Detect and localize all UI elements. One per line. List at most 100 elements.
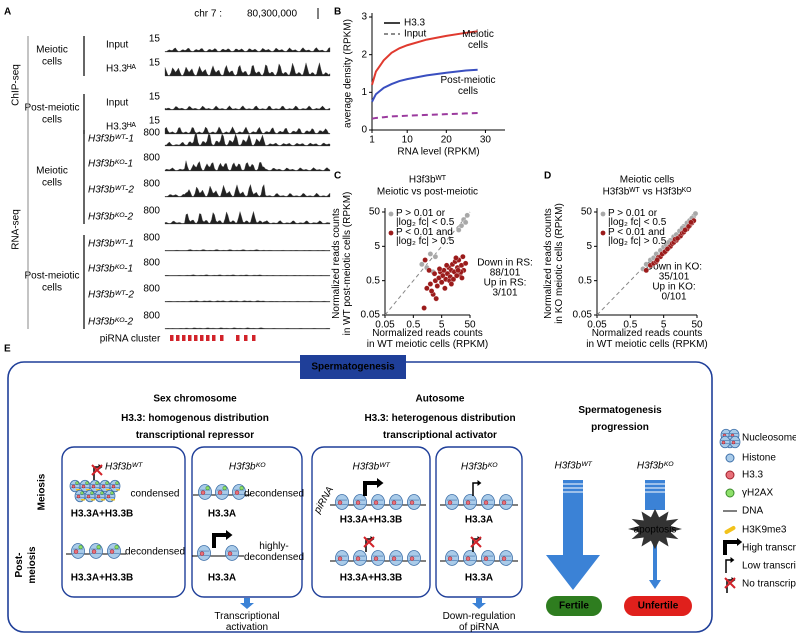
histone-label: H3.3A+H3.3B: [71, 573, 134, 584]
x-tick-label: 0.5: [623, 320, 637, 331]
chromatin-state: decondensed: [244, 489, 304, 500]
track-signal: [164, 160, 331, 172]
data-point: [453, 255, 459, 261]
h33: [721, 440, 726, 445]
h33: [501, 500, 507, 505]
legend-gh2ax: [725, 488, 735, 498]
h33: [71, 484, 76, 489]
x-axis-label: RNA level (RPKM): [397, 147, 479, 158]
track-scale: 15: [149, 92, 161, 103]
h33: [106, 494, 111, 499]
data-point: [442, 285, 448, 292]
panel-label: C: [334, 171, 341, 182]
x-tick-label: 50: [464, 320, 476, 331]
h33: [76, 494, 81, 499]
section-subheading: H3.3: homogenous distribution: [121, 413, 269, 424]
gh2ax: [100, 491, 104, 495]
cell-type: Post-meiotic: [24, 103, 79, 114]
cell-type: cells: [42, 283, 62, 294]
track-label: H3.3ᴴᴬ: [106, 64, 136, 75]
chart-title: H3f3bᵂᵀ: [409, 175, 447, 186]
data-line: [371, 112, 478, 120]
h33: [111, 484, 116, 489]
data-point: [440, 272, 446, 279]
track-signal: [164, 184, 331, 198]
condition-box: [311, 446, 431, 598]
legend-label: No transcription: [742, 579, 796, 590]
assay-label: ChIP-seq: [11, 64, 22, 106]
y-tick-label: 0.5: [578, 275, 592, 286]
legend-label: P > 0.01 or: [608, 208, 658, 219]
x-axis-label: Normalized reads counts: [372, 328, 483, 339]
genotype: H3f3bᴷᴼ: [461, 462, 498, 473]
data-point: [688, 219, 694, 226]
chromatin-state: decondensed: [125, 547, 185, 558]
data-point: [431, 270, 438, 277]
section-subheading: H3.3: heterogenous distribution: [364, 413, 515, 424]
track-signal: [164, 327, 331, 330]
track-signal: [164, 126, 331, 135]
cell-type: Meiotic: [36, 45, 68, 56]
data-line: [371, 30, 478, 86]
genotype: H3f3bᵂᵀ: [352, 462, 390, 473]
data-point: [424, 285, 430, 292]
gh2ax: [90, 491, 94, 495]
data-point: [448, 281, 455, 287]
track-scale: 15: [149, 116, 161, 127]
genotype: H3f3bᵂᵀ: [554, 461, 592, 472]
track-label: H3.3ᴴᴬ: [106, 122, 136, 133]
x-tick-label: 1: [369, 135, 375, 146]
track-scale: 800: [143, 284, 160, 295]
track-label: H3f3bᵂᵀ-2: [88, 185, 134, 196]
condition-box: [191, 446, 303, 598]
data-point: [464, 212, 471, 219]
legend-histone: [725, 453, 735, 463]
h3k9me3: [116, 489, 120, 491]
h33: [409, 556, 415, 561]
track-signal: [164, 105, 331, 111]
data-line: [371, 68, 478, 103]
cluster-mark: [200, 335, 204, 341]
annotation: Up in RS:: [484, 278, 527, 289]
outcome-text: Down-regulation: [443, 611, 516, 622]
outcome-pill: [546, 596, 602, 616]
data-point: [443, 262, 450, 269]
legend-label: |log₂ fc| > 0.5: [396, 236, 455, 247]
cell-type: cells: [42, 115, 62, 126]
series-annotation: cells: [458, 86, 478, 97]
track-signal: [164, 210, 331, 225]
h33: [355, 556, 361, 561]
legend-label: |log₂ fc| < 0.5: [608, 217, 667, 228]
histone-label: H3.3A: [208, 509, 236, 520]
y-tick-label: 0: [361, 125, 367, 136]
chromatin-state: condensed: [131, 489, 180, 500]
legend-h33: [725, 470, 735, 480]
transcription-arrow: [363, 481, 377, 496]
data-point: [438, 279, 445, 285]
outcome-text: activation: [226, 622, 268, 633]
x-tick-label: 50: [691, 320, 703, 331]
h3k9me3: [86, 489, 90, 491]
h33: [373, 556, 379, 561]
track-scale: 800: [143, 258, 160, 269]
y-tick-label: 3: [361, 12, 367, 23]
x-tick-label: 30: [480, 135, 492, 146]
track-scale: 800: [143, 153, 160, 164]
data-point: [434, 283, 441, 289]
histone-label: H3.3A+H3.3B: [71, 509, 134, 520]
assay-label: RNA-seq: [11, 209, 22, 250]
y-tick-label: 50: [369, 207, 381, 218]
data-point: [421, 305, 427, 311]
progression-heading: Spermatogenesis: [578, 405, 662, 416]
stage-label: Meiosis: [37, 473, 48, 510]
progression-arrow: [546, 480, 600, 590]
track-label: Input: [106, 98, 128, 109]
data-point: [664, 246, 671, 252]
panel-label: A: [4, 7, 11, 18]
annotation: 35/101: [659, 272, 690, 283]
cluster-mark: [170, 335, 174, 341]
transcription-arrow-head: [477, 480, 482, 486]
data-point: [419, 261, 425, 268]
chart-title: H3f3bᵂᵀ vs H3f3bᴷᴼ: [603, 187, 692, 198]
data-point: [455, 267, 461, 274]
